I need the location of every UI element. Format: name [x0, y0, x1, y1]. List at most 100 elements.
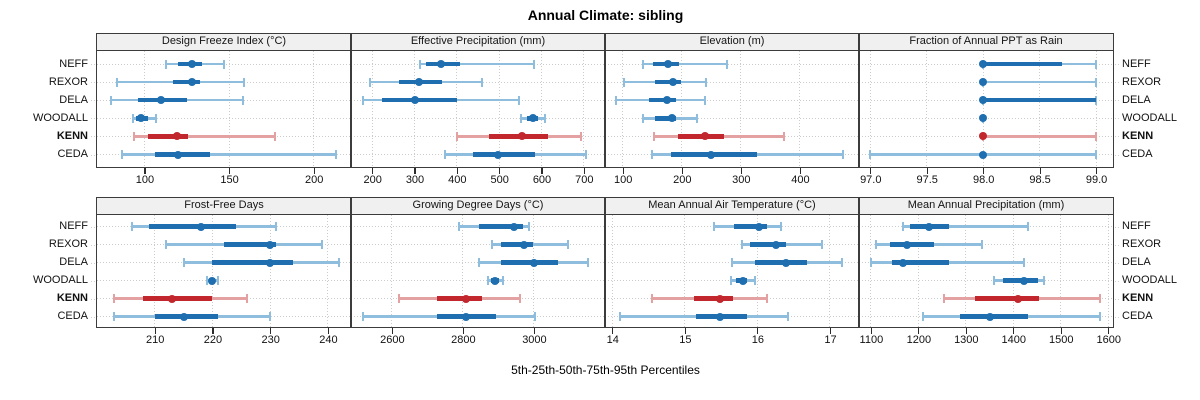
whisker	[642, 62, 728, 66]
median-dot	[490, 276, 499, 285]
iqr-bar	[960, 314, 1028, 319]
whisker-cap	[901, 222, 904, 231]
label-leader-dots	[1115, 64, 1120, 65]
whisker-cap	[1095, 131, 1098, 141]
median-dot	[715, 294, 724, 303]
panel-plot	[351, 215, 605, 327]
median-dot	[530, 258, 539, 267]
whisker-cap	[241, 95, 244, 105]
site-label-right: REXOR	[1122, 238, 1162, 250]
site-label-left: WOODALL	[32, 111, 88, 124]
median-dot	[266, 240, 275, 249]
gridline-v	[870, 215, 872, 327]
tick-label: 200	[305, 174, 324, 186]
median-dot	[754, 222, 763, 231]
median-dot	[462, 312, 471, 321]
label-leader-dots	[1115, 244, 1120, 246]
whisker-cap	[869, 150, 872, 159]
tick-mark	[829, 328, 832, 334]
iqr-bar	[975, 296, 1040, 301]
label-leader-dots	[91, 64, 96, 65]
tick-mark	[684, 328, 686, 334]
panel-title: Design Freeze Index (°C)	[161, 35, 287, 47]
median-dot	[738, 276, 747, 285]
tick-label: 1600	[1096, 334, 1121, 346]
median-dot	[985, 312, 994, 321]
median-dot	[782, 258, 791, 267]
tick-mark	[391, 328, 393, 334]
whisker-cap	[618, 312, 621, 321]
label-leader-dots	[91, 244, 96, 246]
tick-mark	[541, 168, 543, 174]
median-dot	[979, 150, 988, 159]
panel-plot	[351, 51, 605, 167]
tick-mark	[313, 168, 315, 174]
iqr-bar	[678, 134, 725, 139]
tick-mark	[414, 168, 416, 174]
panel-plot	[859, 51, 1113, 167]
tick-label: 1100	[859, 334, 884, 346]
whisker-cap	[338, 258, 341, 267]
median-dot	[520, 240, 529, 249]
tick-mark	[456, 168, 458, 174]
whisker-cap	[874, 240, 877, 249]
gridline-v	[371, 51, 373, 167]
label-leader-dots	[1115, 280, 1120, 282]
whisker-cap	[477, 258, 480, 267]
whisker-cap	[705, 77, 707, 87]
panel-title: Effective Precipitation (mm)	[410, 35, 546, 47]
row-guide	[605, 244, 859, 245]
tick-label: 150	[220, 174, 239, 186]
gridline-v	[740, 51, 742, 167]
site-label-right: WOODALL	[1122, 111, 1178, 124]
tick-mark	[870, 328, 872, 334]
whisker-cap	[641, 59, 644, 69]
whisker-cap	[131, 113, 134, 123]
gridline-v	[926, 51, 928, 167]
iqr-bar	[654, 79, 681, 85]
whisker-cap	[650, 150, 653, 159]
panel-divider	[350, 198, 352, 327]
panel-title: Mean Annual Precipitation (mm)	[907, 199, 1065, 211]
tick-mark	[1013, 328, 1015, 334]
median-dot	[925, 222, 934, 231]
row-guide	[351, 280, 605, 281]
median-dot	[172, 132, 181, 141]
site-label-right: KENN	[1122, 129, 1154, 142]
panel-divider	[604, 34, 606, 167]
tick-mark	[1095, 168, 1098, 174]
whisker-cap	[443, 150, 446, 159]
whisker-cap	[585, 150, 588, 159]
site-label-left: KENN	[56, 292, 88, 304]
whisker-cap	[1043, 276, 1046, 285]
gridline-v	[829, 215, 831, 327]
iqr-bar	[382, 97, 457, 103]
site-label-left: NEFF	[59, 220, 88, 232]
site-label-right: KENN	[1122, 292, 1154, 304]
whisker-cap	[782, 131, 785, 141]
median-dot	[518, 132, 527, 141]
tick-label: 16	[751, 334, 765, 346]
whisker-cap	[703, 95, 706, 105]
iqr-bar	[473, 152, 535, 157]
label-leader-dots	[1115, 316, 1120, 318]
median-dot	[410, 96, 419, 105]
whisker-cap	[1095, 150, 1098, 159]
whisker-cap	[361, 312, 364, 321]
whisker-cap	[842, 150, 845, 159]
panel-title: Growing Degree Days (°C)	[412, 199, 544, 211]
tick-mark	[918, 328, 920, 334]
tick-label: 1500	[1049, 334, 1074, 346]
whisker-cap	[622, 77, 625, 87]
whisker-cap	[133, 131, 136, 141]
whisker-cap	[586, 258, 589, 267]
median-dot	[668, 78, 677, 87]
whisker-cap	[130, 222, 133, 231]
label-leader-dots	[91, 298, 96, 300]
tick-label: 220	[203, 334, 223, 346]
whisker-cap	[741, 240, 744, 249]
whisker-cap	[458, 222, 461, 231]
whisker-cap	[205, 276, 208, 285]
whisker-cap	[113, 312, 116, 321]
median-dot	[462, 294, 471, 303]
